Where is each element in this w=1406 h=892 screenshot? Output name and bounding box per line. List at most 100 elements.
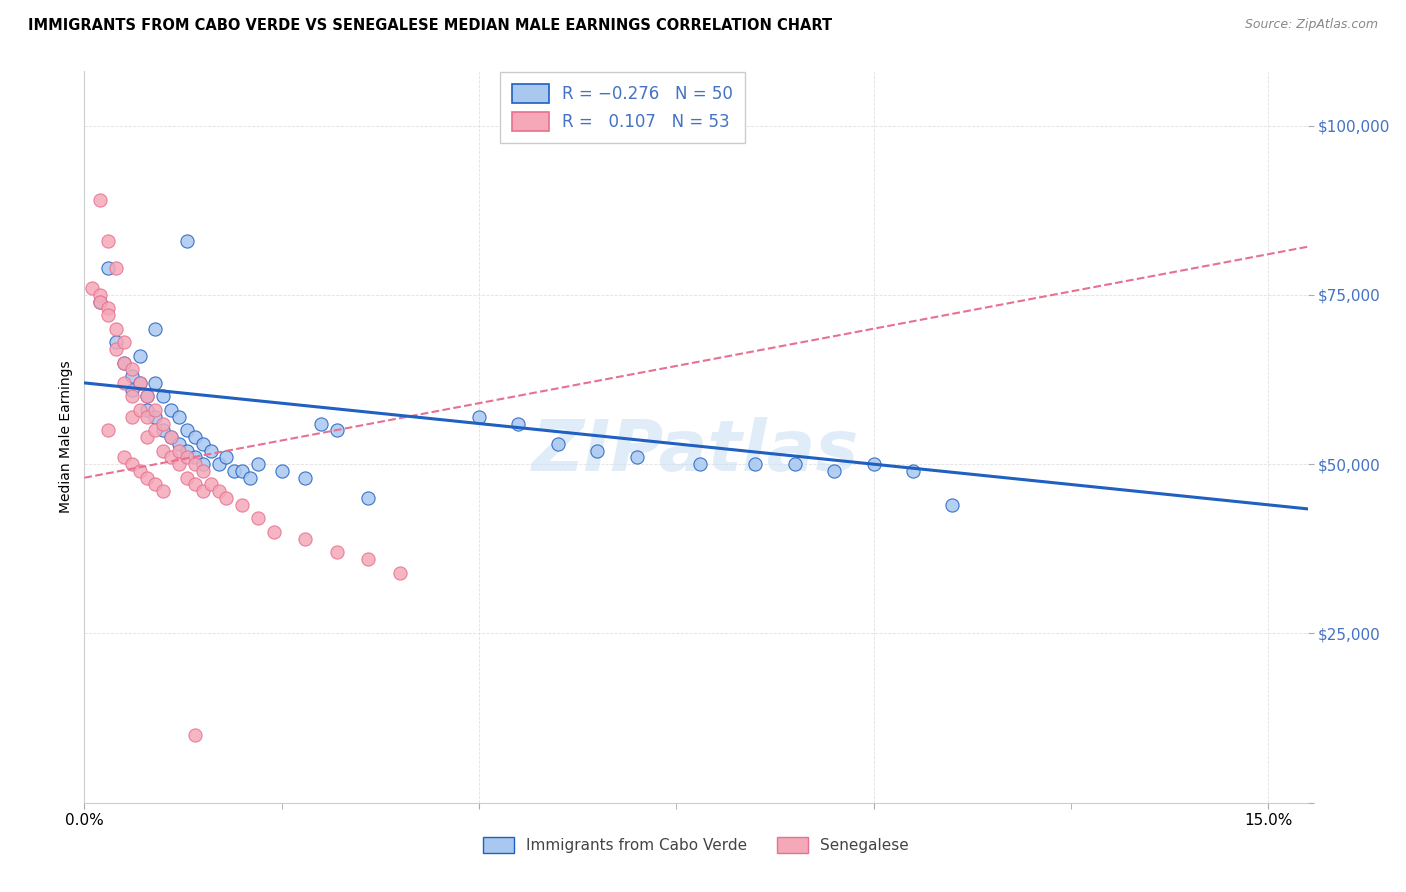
Point xyxy=(121,362,143,376)
Point xyxy=(357,491,380,505)
Point xyxy=(89,294,111,309)
Legend: Immigrants from Cabo Verde, Senegalese: Immigrants from Cabo Verde, Senegalese xyxy=(475,830,917,861)
Point xyxy=(783,457,806,471)
Point xyxy=(136,471,159,485)
Point xyxy=(152,417,174,431)
Point xyxy=(97,234,120,248)
Point xyxy=(121,383,143,397)
Point xyxy=(246,457,269,471)
Point xyxy=(145,403,167,417)
Point xyxy=(145,409,167,424)
Point xyxy=(121,457,143,471)
Point xyxy=(160,430,183,444)
Point xyxy=(357,552,380,566)
Point xyxy=(104,322,127,336)
Point xyxy=(207,484,229,499)
Point xyxy=(176,234,198,248)
Point xyxy=(89,193,111,207)
Point xyxy=(128,376,150,390)
Point xyxy=(89,294,111,309)
Point xyxy=(104,342,127,356)
Point xyxy=(152,389,174,403)
Point xyxy=(121,409,143,424)
Point xyxy=(901,464,924,478)
Point xyxy=(184,450,207,465)
Point xyxy=(112,450,135,465)
Point xyxy=(294,532,316,546)
Point xyxy=(941,498,963,512)
Point xyxy=(167,409,190,424)
Text: IMMIGRANTS FROM CABO VERDE VS SENEGALESE MEDIAN MALE EARNINGS CORRELATION CHART: IMMIGRANTS FROM CABO VERDE VS SENEGALESE… xyxy=(28,18,832,33)
Point xyxy=(200,443,222,458)
Point xyxy=(136,389,159,403)
Point xyxy=(145,477,167,491)
Point xyxy=(167,457,190,471)
Point xyxy=(136,430,159,444)
Point xyxy=(191,484,214,499)
Point xyxy=(224,464,246,478)
Point xyxy=(97,423,120,437)
Point xyxy=(200,477,222,491)
Point xyxy=(246,511,269,525)
Point xyxy=(145,423,167,437)
Point xyxy=(97,260,120,275)
Point xyxy=(309,417,332,431)
Point xyxy=(184,457,207,471)
Point xyxy=(167,437,190,451)
Point xyxy=(270,464,292,478)
Point xyxy=(231,498,253,512)
Point xyxy=(215,491,238,505)
Point xyxy=(121,389,143,403)
Point xyxy=(184,430,207,444)
Point xyxy=(128,403,150,417)
Point xyxy=(89,288,111,302)
Point xyxy=(167,443,190,458)
Point xyxy=(176,443,198,458)
Point xyxy=(112,355,135,369)
Point xyxy=(152,443,174,458)
Point xyxy=(136,409,159,424)
Point xyxy=(626,450,648,465)
Point xyxy=(468,409,491,424)
Point xyxy=(112,355,135,369)
Y-axis label: Median Male Earnings: Median Male Earnings xyxy=(59,360,73,514)
Point xyxy=(160,450,183,465)
Point xyxy=(191,464,214,478)
Point xyxy=(862,457,884,471)
Point xyxy=(136,403,159,417)
Point xyxy=(586,443,609,458)
Point xyxy=(547,437,569,451)
Point xyxy=(389,566,412,580)
Point xyxy=(152,484,174,499)
Point xyxy=(97,308,120,322)
Point xyxy=(176,471,198,485)
Point xyxy=(508,417,530,431)
Point xyxy=(207,457,229,471)
Point xyxy=(82,281,104,295)
Point xyxy=(128,349,150,363)
Point xyxy=(239,471,262,485)
Point xyxy=(128,464,150,478)
Point xyxy=(176,423,198,437)
Point xyxy=(184,477,207,491)
Text: Source: ZipAtlas.com: Source: ZipAtlas.com xyxy=(1244,18,1378,31)
Point xyxy=(176,450,198,465)
Point xyxy=(160,403,183,417)
Point xyxy=(744,457,766,471)
Point xyxy=(191,437,214,451)
Point xyxy=(215,450,238,465)
Point xyxy=(184,728,207,742)
Point xyxy=(326,545,349,559)
Point xyxy=(104,335,127,350)
Point xyxy=(689,457,711,471)
Point xyxy=(294,471,316,485)
Point xyxy=(104,260,127,275)
Point xyxy=(160,430,183,444)
Point xyxy=(231,464,253,478)
Point xyxy=(263,524,285,539)
Point xyxy=(326,423,349,437)
Point xyxy=(136,389,159,403)
Point xyxy=(112,335,135,350)
Text: ZIPatlas: ZIPatlas xyxy=(533,417,859,486)
Point xyxy=(128,376,150,390)
